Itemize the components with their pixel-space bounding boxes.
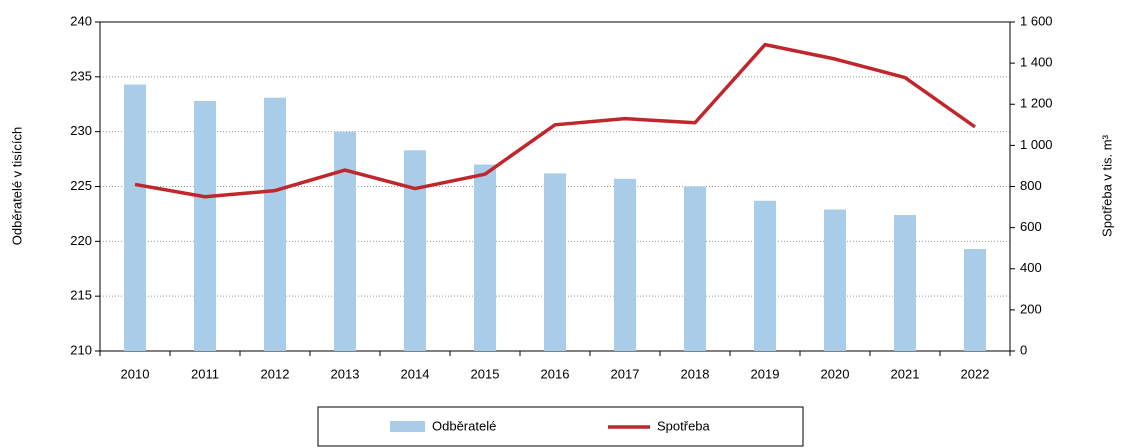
y-axis-title: Odběratelé v tisících	[9, 127, 24, 246]
y2-tick-label: 200	[1020, 301, 1042, 316]
legend-label: Spotřeba	[657, 418, 711, 433]
y2-tick-label: 1 000	[1020, 137, 1053, 152]
x-tick-label: 2020	[821, 366, 850, 381]
x-tick-label: 2014	[401, 366, 430, 381]
bar	[684, 186, 706, 351]
bar	[614, 178, 636, 351]
x-tick-label: 2013	[331, 366, 360, 381]
x-tick-label: 2022	[961, 366, 990, 381]
legend-swatch	[390, 421, 425, 432]
bar	[474, 164, 496, 351]
x-tick-label: 2016	[541, 366, 570, 381]
y-tick-label: 230	[70, 123, 92, 138]
x-tick-label: 2019	[751, 366, 780, 381]
x-tick-label: 2012	[261, 366, 290, 381]
bar	[824, 209, 846, 351]
y2-tick-label: 600	[1020, 219, 1042, 234]
y2-tick-label: 1 400	[1020, 55, 1053, 70]
x-tick-label: 2011	[191, 366, 219, 381]
line	[134, 42, 977, 199]
bar	[894, 215, 916, 351]
y2-tick-label: 1 600	[1020, 13, 1053, 28]
x-tick-label: 2015	[471, 366, 500, 381]
x-tick-label: 2021	[891, 366, 920, 381]
bar	[404, 150, 426, 351]
x-tick-label: 2010	[121, 366, 150, 381]
y2-axis-title: Spotřeba v tis. m³	[1099, 134, 1114, 237]
y-tick-label: 210	[70, 342, 92, 357]
bar	[194, 100, 216, 352]
y2-tick-label: 800	[1020, 178, 1042, 193]
bar	[334, 131, 356, 351]
y-tick-label: 225	[70, 178, 92, 193]
bar	[124, 84, 146, 351]
y2-tick-label: 1 200	[1020, 96, 1053, 111]
y-tick-label: 215	[70, 288, 92, 303]
bar	[544, 173, 566, 351]
y-tick-label: 235	[70, 68, 92, 83]
bar	[754, 200, 776, 351]
bar	[964, 249, 986, 351]
bar	[264, 97, 286, 351]
y2-tick-label: 0	[1020, 342, 1027, 357]
y2-tick-label: 400	[1020, 260, 1042, 275]
x-tick-label: 2017	[611, 366, 640, 381]
x-tick-label: 2018	[681, 366, 710, 381]
y-tick-label: 240	[70, 13, 92, 28]
legend-label: Odběratelé	[432, 418, 496, 433]
y-tick-label: 220	[70, 233, 92, 248]
